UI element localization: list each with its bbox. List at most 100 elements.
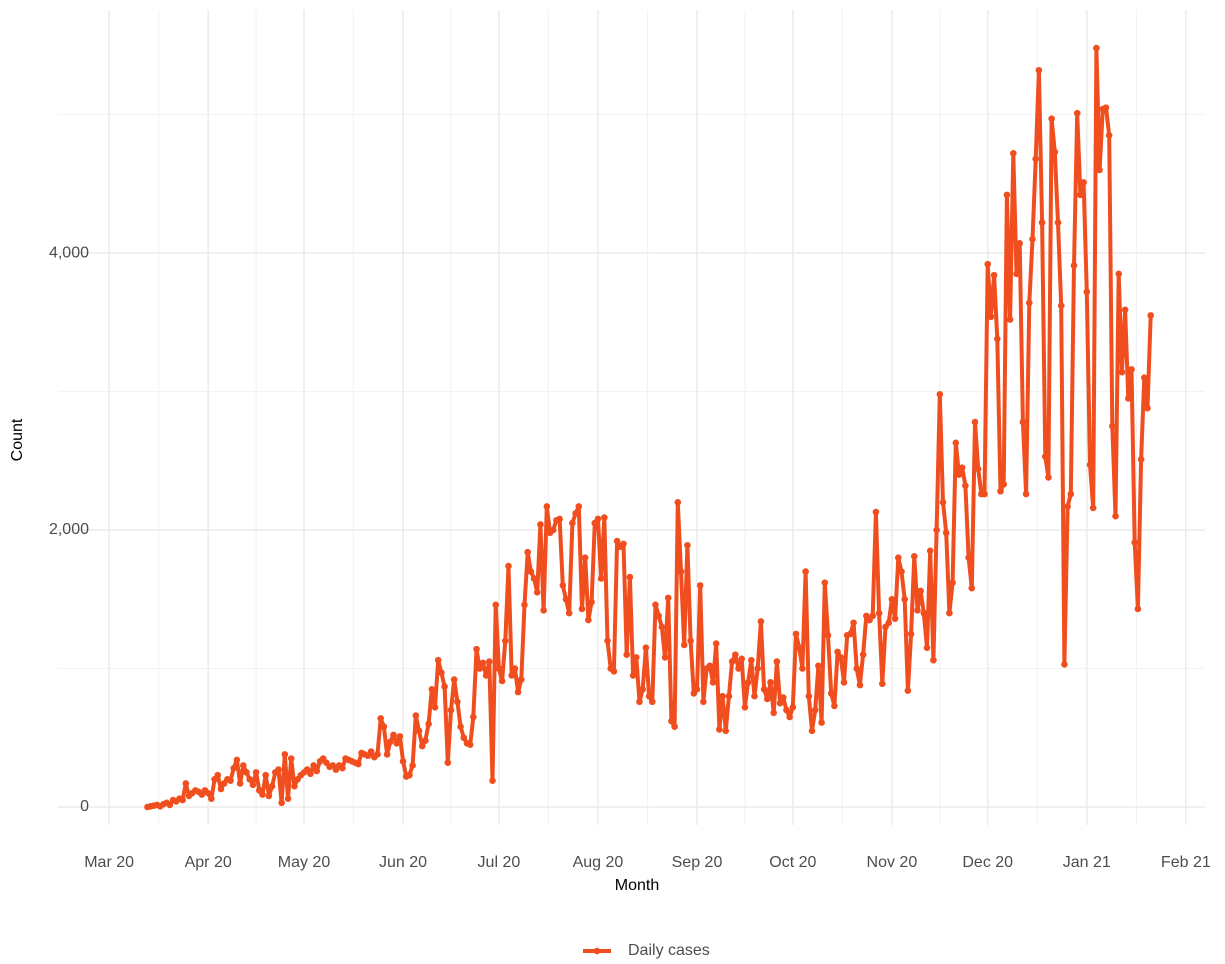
data-point [623, 651, 631, 658]
data-point [396, 733, 404, 740]
data-point [722, 727, 730, 735]
data-point [473, 645, 480, 653]
data-point [581, 554, 589, 562]
data-point [450, 676, 458, 683]
data-point [1080, 179, 1087, 186]
y-tick-label: 2,000 [49, 521, 89, 538]
data-point [527, 568, 535, 575]
data-point [281, 751, 289, 758]
data-point [840, 679, 848, 686]
data-point [1051, 148, 1059, 156]
data-point [1019, 418, 1027, 426]
data-point [441, 683, 448, 690]
data-point [1070, 262, 1078, 269]
data-point [610, 667, 618, 675]
data-point [182, 780, 190, 787]
data-point [287, 755, 295, 762]
data-point [936, 391, 944, 398]
data-point [447, 706, 455, 714]
data-point [987, 313, 995, 321]
data-point [259, 791, 266, 798]
data-point [1061, 661, 1068, 668]
data-point [930, 656, 937, 664]
data-point [425, 720, 432, 728]
data-point [415, 727, 423, 735]
data-point [166, 801, 174, 809]
x-axis-title: Month [615, 877, 659, 894]
data-point [470, 713, 477, 721]
data-point [853, 665, 861, 672]
legend-key-point [593, 947, 601, 955]
data-point [815, 662, 822, 670]
data-point [684, 541, 691, 549]
data-point [537, 521, 544, 528]
x-tick-label: May 20 [278, 854, 331, 871]
data-point [738, 655, 746, 663]
data-point [1109, 422, 1116, 430]
data-point [652, 601, 659, 609]
data-point [217, 785, 225, 793]
data-point [754, 665, 762, 672]
data-point [412, 712, 420, 719]
data-point [1105, 132, 1113, 139]
data-point [831, 702, 838, 710]
data-point [460, 734, 468, 742]
data-point [923, 644, 931, 652]
data-point [524, 548, 531, 556]
data-point [1025, 299, 1033, 307]
data-point [1144, 404, 1151, 412]
data-point [709, 679, 717, 686]
data-point [1016, 240, 1023, 247]
data-point [939, 499, 947, 506]
data-point [773, 658, 781, 665]
data-point [626, 573, 634, 581]
data-point [227, 777, 234, 784]
data-point [696, 582, 704, 589]
data-point [540, 607, 547, 614]
data-point [1128, 366, 1135, 373]
data-point [946, 609, 953, 617]
data-point [380, 723, 388, 730]
data-point [834, 648, 841, 656]
data-point [204, 789, 212, 797]
data-point [898, 568, 905, 575]
data-point [1077, 191, 1084, 199]
data-point [869, 612, 877, 620]
data-point [942, 529, 950, 537]
x-tick-label: Apr 20 [185, 854, 232, 871]
grid [58, 10, 1205, 825]
data-point [233, 756, 241, 764]
data-point [1093, 44, 1100, 52]
data-point [990, 271, 998, 279]
data-point [757, 618, 765, 625]
data-point [594, 515, 602, 523]
data-point [971, 418, 979, 426]
data-point [1010, 150, 1017, 157]
data-point [744, 679, 752, 686]
data-point [680, 641, 688, 649]
data-point [1083, 288, 1091, 296]
data-point [390, 731, 397, 739]
x-tick-label: Sep 20 [672, 854, 723, 871]
data-point [559, 582, 567, 589]
data-point [482, 672, 490, 679]
data-point [265, 792, 273, 800]
data-point [572, 510, 579, 517]
data-point [827, 690, 835, 697]
data-point [246, 775, 253, 783]
data-point [489, 777, 496, 784]
y-tick-label: 0 [80, 798, 89, 815]
data-point [968, 584, 976, 592]
data-point [208, 795, 215, 802]
data-point [872, 508, 880, 516]
data-point [910, 553, 918, 560]
data-point [891, 615, 899, 622]
x-tick-label: Aug 20 [573, 854, 624, 871]
data-point [508, 672, 515, 679]
data-point [808, 727, 816, 735]
data-point [955, 471, 963, 478]
data-point [613, 537, 621, 545]
data-point [952, 439, 960, 447]
data-point [386, 738, 394, 746]
data-point [457, 723, 464, 730]
